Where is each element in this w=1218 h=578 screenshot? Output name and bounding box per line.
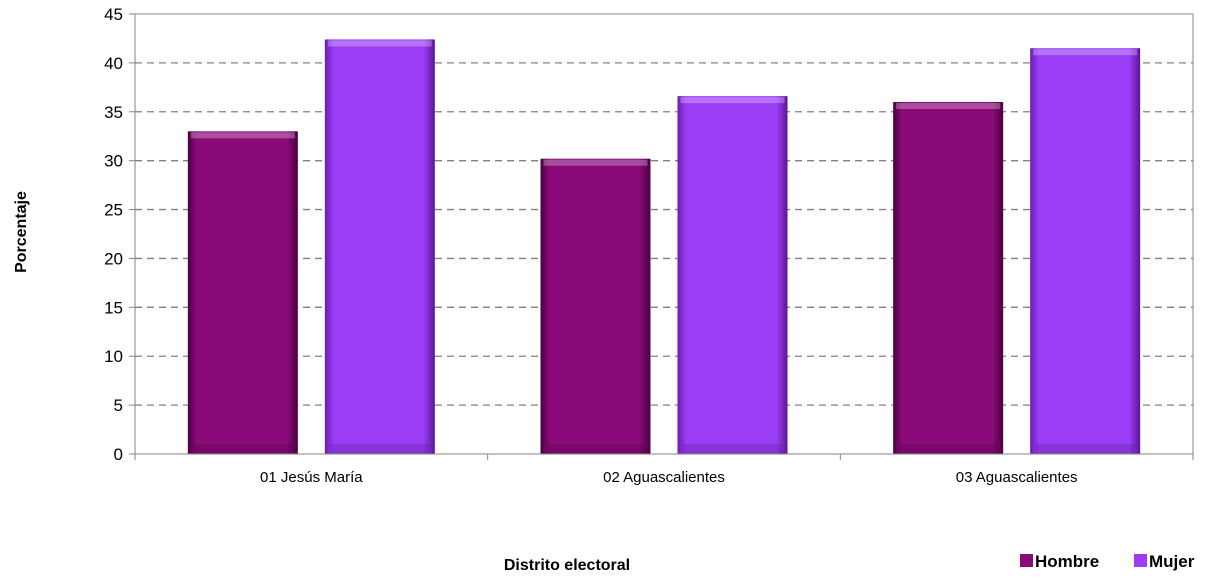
y-tick-label: 20 bbox=[104, 249, 123, 268]
y-tick-label: 40 bbox=[104, 54, 123, 73]
plot-area bbox=[134, 13, 1194, 455]
y-tick-label: 25 bbox=[104, 201, 123, 220]
y-axis-ticks: 0 5 10 15 20 25 30 35 40 45 bbox=[104, 5, 135, 464]
y-tick-label: 15 bbox=[104, 298, 123, 317]
bar-mujer bbox=[1030, 48, 1141, 454]
y-tick-label: 45 bbox=[104, 5, 123, 24]
x-category-label: 03 Aguascalientes bbox=[956, 469, 1078, 486]
legend: Hombre Mujer bbox=[1020, 552, 1195, 571]
legend-item-mujer: Mujer bbox=[1134, 552, 1195, 571]
x-axis-title: Distrito electoral bbox=[504, 557, 630, 574]
y-tick-label: 5 bbox=[114, 396, 123, 415]
legend-swatch bbox=[1020, 554, 1033, 567]
bar-hombre bbox=[540, 158, 651, 454]
legend-label: Mujer bbox=[1149, 552, 1195, 571]
y-axis-title: Porcentaje bbox=[13, 191, 30, 273]
bar-hombre bbox=[893, 102, 1004, 454]
bar-mujer bbox=[677, 96, 788, 454]
legend-swatch bbox=[1134, 554, 1147, 567]
legend-label: Hombre bbox=[1035, 552, 1099, 571]
y-tick-label: 10 bbox=[104, 347, 123, 366]
bar-hombre bbox=[187, 131, 298, 455]
x-category-label: 01 Jesús María bbox=[260, 469, 363, 486]
x-axis-categories: 01 Jesús María 02 Aguascalientes 03 Aguasc… bbox=[134, 454, 1194, 486]
legend-item-hombre: Hombre bbox=[1020, 552, 1099, 571]
bar-mujer bbox=[324, 39, 435, 455]
gridlines bbox=[135, 62, 1193, 406]
y-tick-label: 30 bbox=[104, 152, 123, 171]
x-category-label: 02 Aguascalientes bbox=[603, 469, 725, 486]
bars bbox=[187, 39, 1141, 455]
y-tick-label: 0 bbox=[114, 445, 123, 464]
y-tick-label: 35 bbox=[104, 103, 123, 122]
